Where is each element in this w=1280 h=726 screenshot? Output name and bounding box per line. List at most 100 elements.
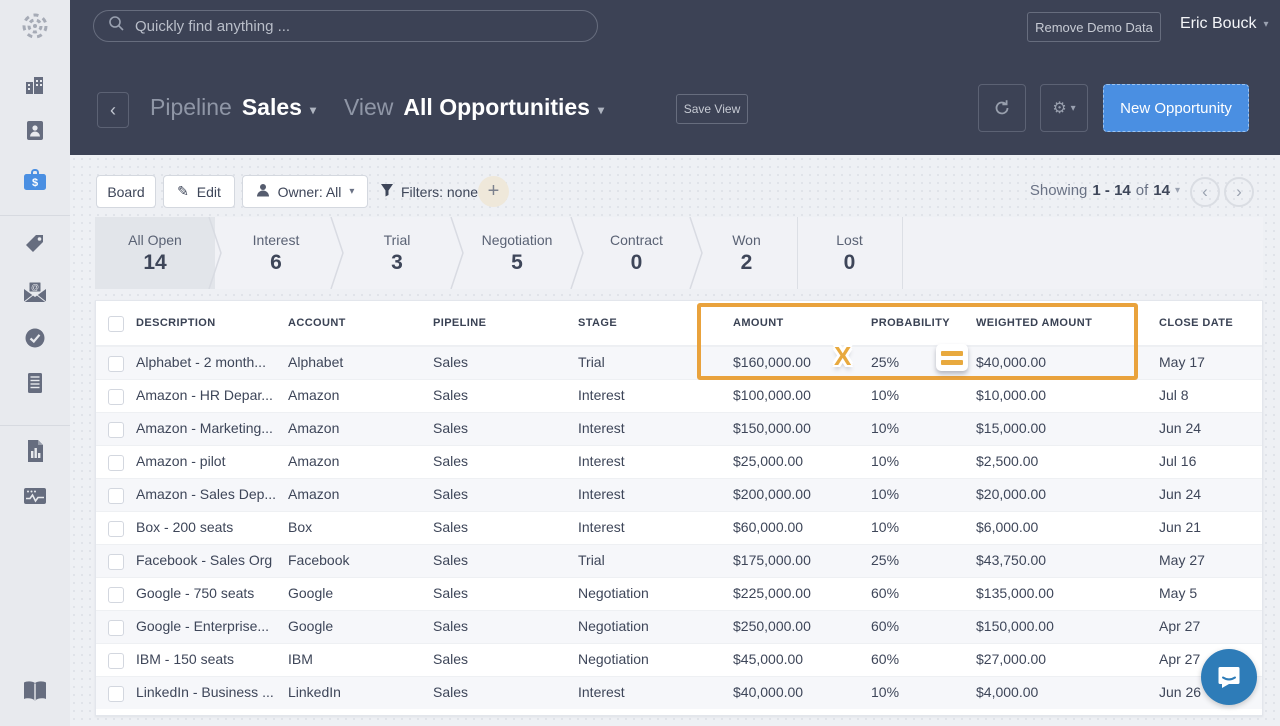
row-checkbox[interactable] [108, 653, 124, 669]
edit-button[interactable]: ✎ Edit [163, 175, 235, 208]
cell-probability: 60% [871, 651, 900, 667]
table-row[interactable]: IBM - 150 seats IBM Sales Negotiation $45,00… [96, 643, 1262, 676]
row-checkbox[interactable] [108, 422, 124, 438]
table-row[interactable]: Amazon - Marketing... Amazon Sales Interest… [96, 412, 1262, 445]
stage-count: 3 [391, 250, 403, 274]
column-header-account[interactable]: ACCOUNT [288, 317, 346, 329]
help-book-icon[interactable] [0, 671, 70, 711]
row-checkbox[interactable] [108, 356, 124, 372]
global-search-input[interactable]: Quickly find anything ... [93, 10, 598, 42]
companies-icon[interactable] [0, 65, 70, 105]
table-row[interactable]: Box - 200 seats Box Sales Interest $60,000.0… [96, 511, 1262, 544]
cell-amount: $200,000.00 [733, 486, 811, 502]
cell-pipeline: Sales [433, 618, 469, 634]
settings-dropdown-button[interactable]: ⚙ ▾ [1040, 84, 1088, 132]
cell-account: Amazon [288, 420, 340, 436]
column-header-weighted-amount[interactable]: WEIGHTED AMOUNT [976, 317, 1093, 329]
reports-icon[interactable] [0, 431, 70, 471]
cell-probability: 10% [871, 453, 900, 469]
table-row[interactable]: Facebook - Sales Org Facebook Sales Trial $1… [96, 544, 1262, 577]
cell-account: Amazon [288, 453, 340, 469]
column-header-probability[interactable]: PROBABILITY [871, 317, 950, 329]
filters-indicator[interactable]: Filters: none [380, 175, 478, 208]
pipeline-selector[interactable]: Sales ▾ [241, 94, 316, 120]
pipeline-label: Pipeline [150, 94, 232, 120]
stage-tab-negotiation[interactable]: Negotiation 5 [457, 217, 577, 289]
row-checkbox[interactable] [108, 389, 124, 405]
sidebar-divider [0, 215, 70, 216]
user-menu[interactable]: Eric Bouck ▾ [1180, 15, 1269, 33]
table-row[interactable]: LinkedIn - Business ... LinkedIn Sales Inte… [96, 676, 1262, 709]
board-view-button[interactable]: Board [96, 175, 156, 208]
back-button[interactable]: ‹ [97, 92, 129, 128]
column-header-close-date[interactable]: CLOSE DATE [1159, 317, 1234, 329]
view-label: View [343, 94, 394, 120]
next-page-button[interactable]: › [1224, 177, 1254, 207]
new-opportunity-button[interactable]: New Opportunity [1103, 84, 1249, 132]
prev-page-button[interactable]: ‹ [1190, 177, 1220, 207]
column-header-description[interactable]: DESCRIPTION [136, 317, 216, 329]
row-checkbox[interactable] [108, 554, 124, 570]
search-placeholder: Quickly find anything ... [135, 17, 291, 35]
tasks-icon[interactable] [0, 318, 70, 358]
stage-tab-interest[interactable]: Interest 6 [215, 217, 337, 289]
row-checkbox[interactable] [108, 455, 124, 471]
save-view-button[interactable]: Save View [676, 94, 748, 124]
contacts-icon[interactable] [0, 110, 70, 150]
column-header-pipeline[interactable]: PIPELINE [433, 317, 487, 329]
stage-tab-lost[interactable]: Lost 0 [797, 217, 902, 289]
stage-tab-all-open[interactable]: All Open 14 [95, 217, 215, 289]
cell-amount: $225,000.00 [733, 585, 811, 601]
table-row[interactable]: Alphabet - 2 month... Alphabet Sales Trial $… [96, 346, 1262, 379]
cell-description: Box - 200 seats [136, 519, 234, 535]
cell-account: Google [288, 618, 334, 634]
cell-probability: 10% [871, 387, 900, 403]
cell-amount: $25,000.00 [733, 453, 804, 469]
column-header-stage[interactable]: STAGE [578, 317, 618, 329]
cell-close_date: Jun 21 [1159, 519, 1202, 535]
row-checkbox[interactable] [108, 620, 124, 636]
stage-count: 0 [630, 250, 643, 274]
table-row[interactable]: Google - Enterprise... Google Sales Negotia… [96, 610, 1262, 643]
cell-description: Google - 750 seats [136, 585, 255, 601]
table-row[interactable]: Amazon - pilot Amazon Sales Interest $25,000… [96, 445, 1262, 478]
cell-account: Amazon [288, 486, 340, 502]
row-checkbox[interactable] [108, 521, 124, 537]
refresh-button[interactable] [978, 84, 1026, 132]
owner-filter-button[interactable]: Owner: All ▾ [242, 175, 368, 208]
showing-count[interactable]: Showing 1 - 14 of 14 ▾ [1029, 182, 1180, 199]
logo-icon[interactable] [0, 6, 70, 46]
funnel-icon [380, 183, 394, 200]
stage-separator-chevron [570, 217, 584, 289]
tags-icon[interactable] [0, 223, 70, 263]
table-row[interactable]: Amazon - HR Depar... Amazon Sales Interest $… [96, 379, 1262, 412]
cell-probability: 10% [871, 420, 900, 436]
add-filter-button[interactable]: + [478, 176, 509, 207]
inbox-icon[interactable]: @ [0, 272, 70, 312]
column-header-amount[interactable]: AMOUNT [733, 317, 784, 329]
stage-count: 0 [843, 250, 856, 274]
select-all-checkbox[interactable] [108, 316, 124, 332]
stage-tab-won[interactable]: Won 2 [696, 217, 797, 289]
row-checkbox[interactable] [108, 587, 124, 603]
cell-weighted_amount: $4,000.00 [976, 684, 1039, 700]
remove-demo-data-button[interactable]: Remove Demo Data [1027, 12, 1161, 42]
activity-icon[interactable] [0, 476, 70, 516]
cell-account: IBM [288, 651, 313, 667]
table-row[interactable]: Amazon - Sales Dep... Amazon Sales Interest… [96, 478, 1262, 511]
opportunities-icon[interactable]: $ [0, 161, 70, 201]
stage-label: Trial [383, 231, 411, 248]
stage-tab-trial[interactable]: Trial 3 [337, 217, 457, 289]
notes-icon[interactable] [0, 363, 70, 403]
cell-stage: Interest [578, 519, 625, 535]
cell-stage: Trial [578, 552, 605, 568]
stage-tab-contract[interactable]: Contract 0 [577, 217, 696, 289]
row-checkbox[interactable] [108, 488, 124, 504]
row-checkbox[interactable] [108, 686, 124, 702]
view-selector[interactable]: All Opportunities ▾ [403, 94, 605, 120]
table-row[interactable]: Google - 750 seats Google Sales Negotiation… [96, 577, 1262, 610]
cell-close_date: Jun 24 [1159, 420, 1202, 436]
cell-account: LinkedIn [288, 684, 341, 700]
intercom-chat-button[interactable] [1201, 649, 1257, 705]
